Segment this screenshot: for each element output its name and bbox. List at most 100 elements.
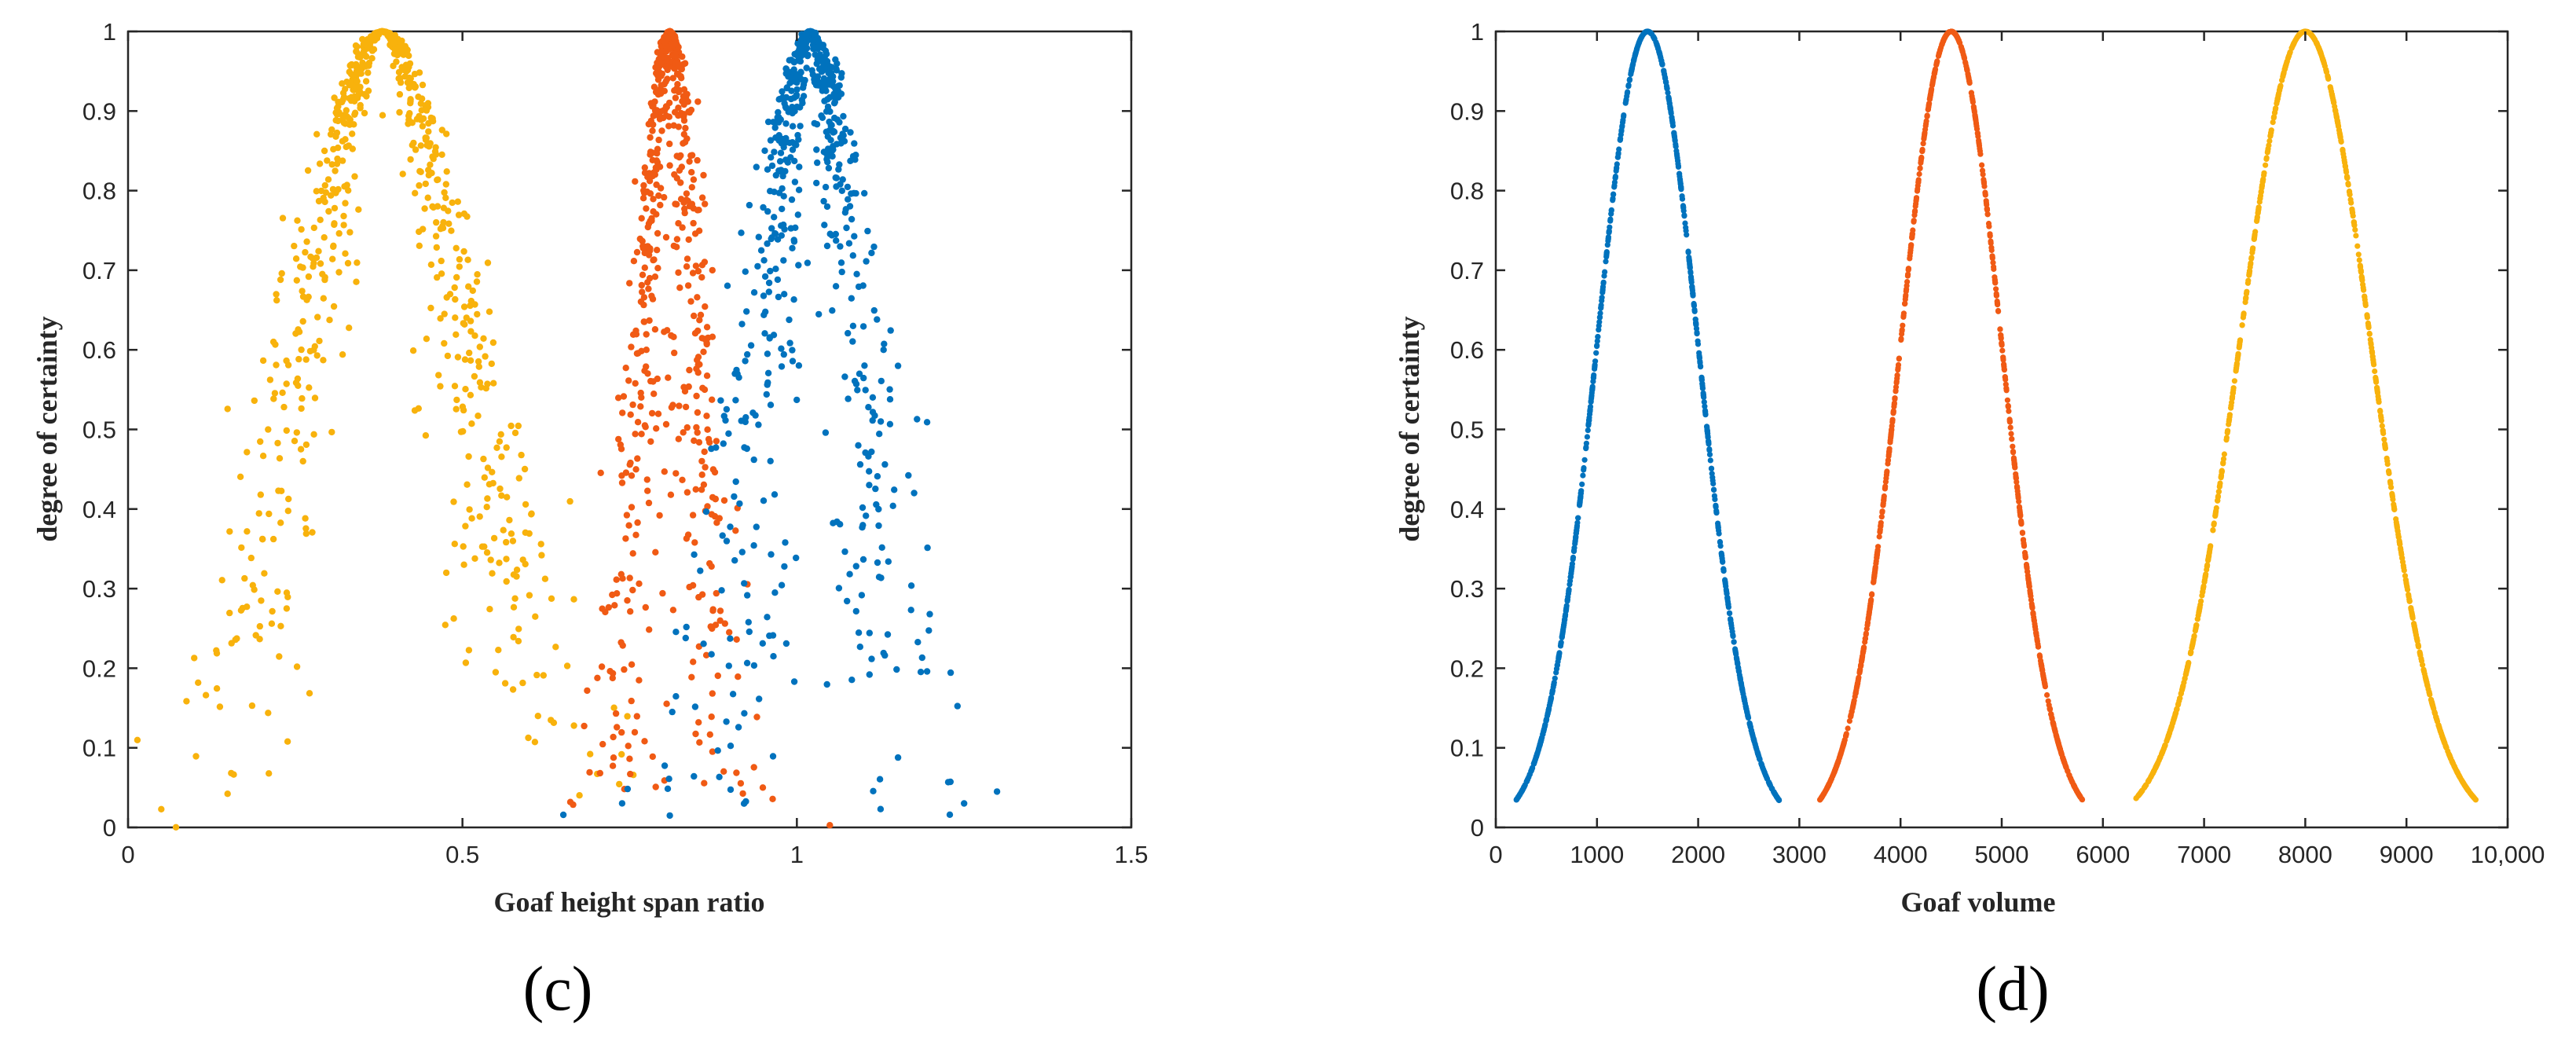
data-point [522, 501, 529, 508]
data-point [775, 167, 782, 174]
data-point [688, 184, 695, 191]
data-point [1679, 196, 1686, 202]
data-point [1629, 66, 1635, 72]
data-point [2340, 146, 2346, 152]
data-point [686, 583, 693, 591]
data-point [2402, 577, 2409, 583]
data-point [698, 486, 705, 493]
data-point [839, 176, 846, 183]
data-point [2159, 750, 2165, 757]
data-point [701, 779, 708, 787]
data-point [1614, 154, 1621, 160]
data-point [2218, 473, 2224, 480]
data-point [1596, 314, 1603, 321]
data-point [1900, 310, 1907, 317]
data-point [1547, 700, 1553, 706]
data-point [612, 710, 620, 717]
data-point [1691, 300, 1697, 307]
y-tick-label: 0.9 [82, 97, 116, 125]
data-point [2421, 670, 2428, 677]
data-point [1928, 89, 1934, 95]
data-point [332, 167, 339, 174]
data-point [645, 499, 653, 507]
data-point [686, 203, 693, 210]
data-point [346, 82, 354, 89]
data-point [925, 627, 933, 634]
data-point [483, 504, 490, 511]
data-point [1982, 192, 1988, 198]
data-point [691, 312, 698, 320]
data-point [415, 405, 422, 412]
data-point [703, 340, 710, 348]
data-point [2456, 772, 2462, 779]
data-point [780, 221, 787, 229]
data-point [460, 543, 467, 550]
data-point [2006, 419, 2013, 425]
data-point [451, 383, 459, 390]
y-tick-label: 0.8 [82, 178, 116, 205]
data-point [304, 167, 312, 174]
data-point [2077, 794, 2083, 800]
data-point [460, 303, 468, 310]
data-point [563, 662, 571, 669]
data-point [648, 292, 655, 299]
data-point [1593, 350, 1599, 356]
data-point [690, 219, 697, 227]
data-point [666, 812, 673, 820]
x-tick-label: 7000 [2177, 841, 2231, 868]
data-point [1977, 145, 1983, 152]
data-point [468, 515, 475, 522]
data-point [1687, 270, 1694, 276]
data-point [224, 790, 231, 798]
data-point [627, 459, 634, 467]
data-point [259, 357, 267, 365]
data-point [357, 83, 364, 90]
data-point [416, 182, 423, 189]
data-point [476, 343, 483, 350]
data-point [493, 444, 500, 451]
data-point [706, 731, 713, 738]
data-point [717, 397, 724, 404]
data-point [1662, 75, 1669, 82]
data-point [875, 522, 882, 530]
data-point [298, 405, 305, 413]
data-point [845, 196, 852, 203]
data-point [252, 632, 259, 639]
data-point [675, 269, 682, 277]
data-point [863, 512, 870, 519]
data-point [1987, 232, 1993, 239]
data-point [838, 70, 845, 77]
data-point [775, 132, 782, 139]
data-point [2025, 572, 2031, 579]
chart-d-points [1513, 28, 2479, 804]
data-point [665, 776, 672, 783]
data-point [313, 254, 321, 262]
data-point [669, 607, 677, 614]
data-point [694, 156, 701, 164]
data-point [584, 687, 591, 695]
data-point [852, 607, 860, 615]
data-point [628, 697, 635, 705]
data-point [1697, 363, 1704, 369]
data-point [741, 444, 748, 451]
data-point [777, 149, 785, 156]
data-point [789, 109, 796, 117]
data-point [829, 307, 836, 314]
data-point [1753, 744, 1759, 750]
data-point [681, 209, 688, 217]
data-point [2213, 504, 2219, 512]
data-point [641, 264, 648, 271]
data-point [2272, 106, 2278, 112]
data-point [848, 295, 856, 302]
data-point [2433, 714, 2439, 721]
data-point [1933, 62, 1940, 68]
data-point [1907, 255, 1913, 262]
data-point [2142, 783, 2149, 789]
data-point [277, 276, 284, 284]
data-point [789, 358, 797, 365]
data-point [1884, 469, 1890, 476]
data-point [768, 162, 776, 170]
data-point [846, 203, 854, 210]
data-point [362, 78, 370, 85]
data-point [1766, 780, 1772, 787]
